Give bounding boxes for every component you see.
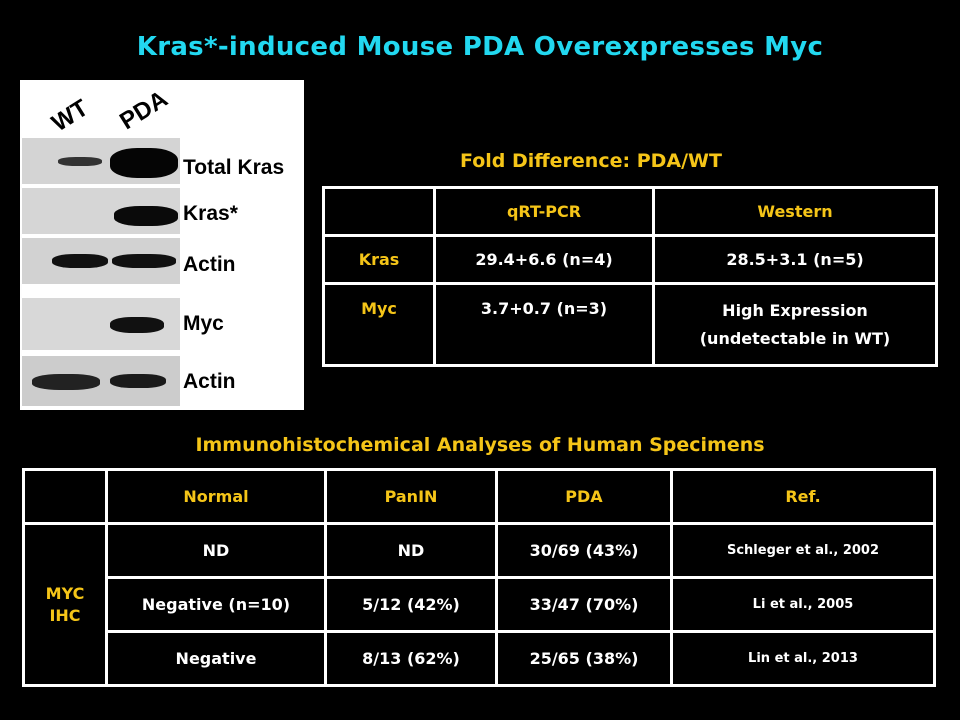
ihc-cell-ref-2: Li et al., 2005 <box>670 576 936 633</box>
blot-label-actin-1: Actin <box>183 253 236 276</box>
fold-cell-kras-qrt: 29.4+6.6 (n=4) <box>433 234 655 285</box>
ihc-cell-panin-2: 5/12 (42%) <box>324 576 498 633</box>
blot-strip-kras-star <box>22 188 180 234</box>
ihc-cell-normal-3: Negative <box>105 630 327 687</box>
blot-strip-actin-1 <box>22 238 180 284</box>
blot-strip-myc <box>22 298 180 350</box>
band-pda-actin-2 <box>110 374 166 388</box>
ihc-header-pda: PDA <box>495 468 673 525</box>
blot-label-total-kras: Total Kras <box>183 156 285 179</box>
ihc-cell-pda-3: 25/65 (38%) <box>495 630 673 687</box>
blot-strip-total-kras <box>22 138 180 184</box>
band-wt-actin-1 <box>52 254 108 268</box>
ihc-group-label: MYC IHC <box>22 522 108 687</box>
ihc-header-empty <box>22 468 108 525</box>
ihc-cell-pda-1: 30/69 (43%) <box>495 522 673 579</box>
band-pda-kras-star <box>114 206 178 226</box>
band-pda-total-kras <box>110 148 178 178</box>
ihc-cell-ref-1: Schleger et al., 2002 <box>670 522 936 579</box>
page-title: Kras*-induced Mouse PDA Overexpresses My… <box>136 32 824 62</box>
ihc-subtitle: Immunohistochemical Analyses of Human Sp… <box>195 434 765 456</box>
fold-difference-subtitle: Fold Difference: PDA/WT <box>460 150 722 172</box>
fold-header-qrt-pcr: qRT-PCR <box>433 186 655 237</box>
blot-strip-actin-2 <box>22 356 180 406</box>
band-wt-actin-2 <box>32 374 100 390</box>
blot-label-kras-star: Kras* <box>183 202 238 225</box>
western-blot-panel: WT PDA Total Kras Kras* Actin Myc Actin <box>20 80 304 410</box>
fold-cell-kras-western: 28.5+3.1 (n=5) <box>652 234 938 285</box>
fold-cell-myc-qrt: 3.7+0.7 (n=3) <box>433 282 655 367</box>
band-pda-actin-1 <box>112 254 176 268</box>
fold-cell-myc-western: High Expression (undetectable in WT) <box>652 282 938 367</box>
fold-header-western: Western <box>652 186 938 237</box>
ihc-cell-panin-1: ND <box>324 522 498 579</box>
ihc-cell-ref-3: Lin et al., 2013 <box>670 630 936 687</box>
ihc-group-label-line1: MYC <box>45 583 85 603</box>
fold-row-label-kras: Kras <box>322 234 436 285</box>
ihc-header-normal: Normal <box>105 468 327 525</box>
fold-cell-myc-western-line2: (undetectable in WT) <box>699 329 891 348</box>
ihc-header-panin: PanIN <box>324 468 498 525</box>
fold-difference-table: qRT-PCR Western Kras 29.4+6.6 (n=4) 28.5… <box>322 186 938 367</box>
ihc-cell-pda-2: 33/47 (70%) <box>495 576 673 633</box>
lane-label-wt: WT <box>47 94 94 138</box>
ihc-group-label-line2: IHC <box>49 605 81 625</box>
fold-header-empty <box>322 186 436 237</box>
fold-row-label-myc: Myc <box>322 282 436 367</box>
band-pda-myc <box>110 317 164 333</box>
blot-label-myc: Myc <box>183 312 224 335</box>
ihc-cell-normal-1: ND <box>105 522 327 579</box>
ihc-cell-normal-2: Negative (n=10) <box>105 576 327 633</box>
ihc-cell-panin-3: 8/13 (62%) <box>324 630 498 687</box>
lane-label-pda: PDA <box>115 85 173 136</box>
ihc-header-ref: Ref. <box>670 468 936 525</box>
blot-label-actin-2: Actin <box>183 370 236 393</box>
fold-cell-myc-western-line1: High Expression <box>722 301 868 320</box>
ihc-table: Normal PanIN PDA Ref. MYC IHC ND ND 30/6… <box>22 468 936 687</box>
band-wt-total-kras <box>58 157 102 166</box>
